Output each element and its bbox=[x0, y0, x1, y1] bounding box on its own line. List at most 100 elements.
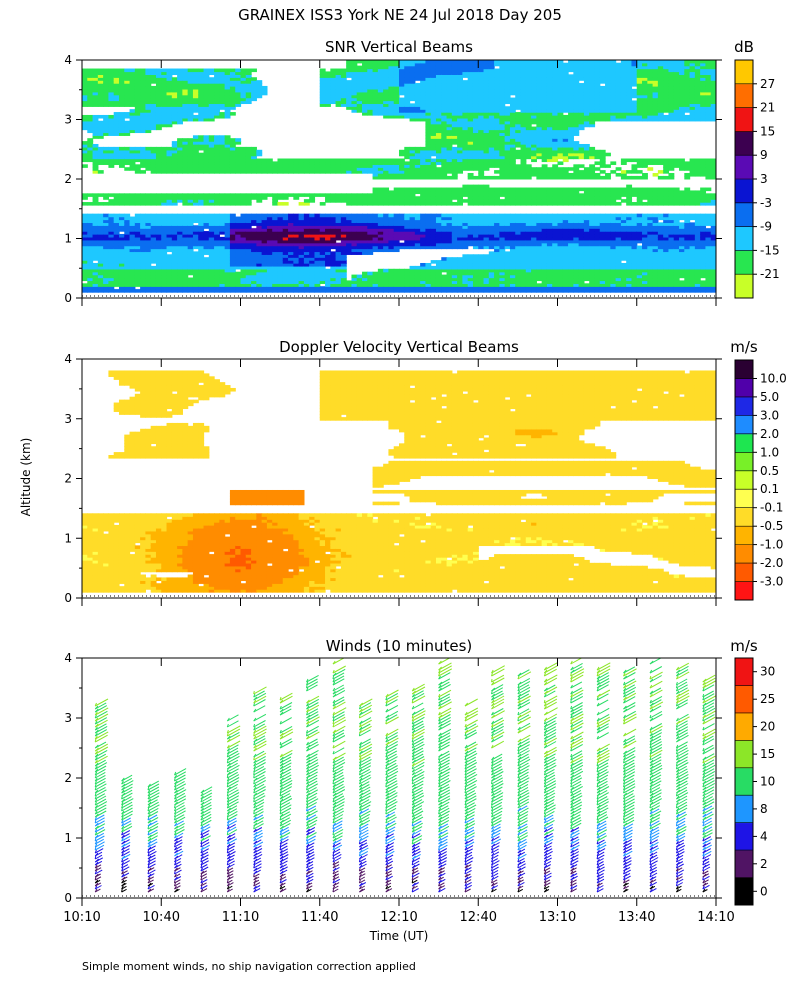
snr-cell bbox=[509, 129, 516, 134]
snr-cell bbox=[525, 274, 532, 279]
snr-cell bbox=[504, 228, 511, 232]
snr-cell bbox=[155, 257, 162, 261]
snr-cell bbox=[272, 213, 279, 218]
snr-cell bbox=[499, 129, 506, 134]
snr-cell bbox=[356, 213, 363, 218]
snr-cell bbox=[494, 126, 500, 131]
snr-cell bbox=[272, 202, 279, 206]
snr-cell bbox=[457, 155, 463, 160]
snr-cell bbox=[467, 74, 474, 78]
snr-cell bbox=[372, 199, 379, 203]
snr-cell bbox=[103, 228, 110, 232]
snr-cell bbox=[472, 236, 479, 241]
snr-cell bbox=[515, 219, 522, 224]
snr-cell bbox=[372, 65, 379, 70]
snr-cell bbox=[82, 268, 88, 273]
snr-cell bbox=[515, 202, 522, 206]
snr-cell bbox=[282, 248, 289, 253]
snr-cell bbox=[531, 143, 537, 148]
snr-cell bbox=[462, 117, 469, 122]
snr-cell bbox=[177, 146, 183, 151]
snr-cell bbox=[525, 74, 532, 78]
snr-cell bbox=[520, 262, 527, 267]
snr-cell bbox=[457, 123, 463, 128]
snr-cell bbox=[182, 202, 189, 206]
snr-cell bbox=[504, 274, 511, 279]
snr-cell bbox=[92, 77, 99, 81]
snr-cell bbox=[272, 164, 279, 168]
snr-cell bbox=[446, 112, 453, 116]
snr-cell bbox=[536, 167, 543, 171]
snr-cell bbox=[235, 88, 242, 93]
snr-cell bbox=[161, 260, 168, 264]
snr-cell bbox=[425, 123, 432, 128]
snr-cell bbox=[425, 103, 432, 107]
snr-cell bbox=[118, 242, 125, 247]
snr-cell bbox=[203, 135, 210, 139]
snr-cell bbox=[499, 248, 506, 253]
snr-cell bbox=[504, 175, 511, 180]
snr-cell bbox=[414, 199, 421, 203]
snr-cell bbox=[356, 286, 363, 290]
snr-cell bbox=[541, 271, 548, 276]
snr-cell bbox=[478, 196, 485, 200]
snr-cell bbox=[124, 167, 131, 171]
snr-cell bbox=[87, 120, 94, 125]
snr-cell bbox=[515, 283, 522, 287]
snr-cell bbox=[399, 187, 405, 192]
snr-cell bbox=[509, 109, 516, 113]
snr-cell bbox=[488, 103, 495, 107]
snr-cell bbox=[325, 103, 331, 107]
snr-cell bbox=[383, 190, 390, 194]
snr-cell bbox=[87, 158, 94, 163]
snr-cell bbox=[446, 68, 453, 73]
snr-cell bbox=[219, 239, 226, 244]
snr-cell bbox=[457, 187, 463, 192]
snr-cell bbox=[303, 161, 310, 165]
snr-cell bbox=[488, 245, 495, 250]
snr-cell bbox=[155, 280, 162, 284]
snr-cell bbox=[340, 199, 347, 203]
snr-cell bbox=[520, 135, 527, 139]
snr-cell bbox=[525, 268, 532, 273]
snr-cell bbox=[483, 274, 490, 279]
snr-cell bbox=[462, 236, 469, 241]
snr-cell bbox=[272, 268, 279, 273]
snr-cell bbox=[462, 245, 469, 250]
snr-cell bbox=[245, 257, 252, 261]
snr-cell bbox=[525, 202, 532, 206]
snr-cell bbox=[272, 260, 279, 264]
snr-cell bbox=[467, 173, 474, 177]
snr-cell bbox=[155, 85, 162, 90]
snr-cell bbox=[383, 91, 390, 96]
snr-cell bbox=[478, 170, 485, 174]
snr-cell bbox=[82, 216, 88, 221]
snr-cell bbox=[499, 228, 506, 232]
snr-cell bbox=[330, 219, 337, 224]
snr-cell bbox=[435, 74, 442, 78]
snr-cell bbox=[399, 149, 405, 154]
snr-cell bbox=[229, 74, 236, 78]
snr-cell bbox=[203, 138, 210, 142]
snr-cell bbox=[536, 143, 543, 148]
snr-cell bbox=[488, 262, 495, 267]
snr-cell bbox=[319, 242, 326, 247]
snr-cell bbox=[351, 74, 358, 78]
snr-cell bbox=[251, 97, 257, 102]
snr-cell bbox=[483, 106, 490, 110]
snr-cell bbox=[377, 83, 384, 87]
snr-cell bbox=[446, 199, 453, 203]
snr-cell bbox=[367, 248, 374, 253]
snr-cell bbox=[140, 274, 146, 279]
snr-cell bbox=[351, 280, 358, 284]
snr-cell bbox=[509, 187, 516, 192]
snr-cell bbox=[124, 268, 131, 273]
snr-cell bbox=[446, 85, 453, 90]
snr-cell bbox=[208, 236, 215, 241]
snr-cell bbox=[441, 228, 448, 232]
snr-cell bbox=[261, 274, 268, 279]
snr-cell bbox=[488, 265, 495, 270]
snr-cell bbox=[166, 97, 173, 102]
snr-cell bbox=[82, 219, 88, 224]
snr-cell bbox=[108, 152, 115, 157]
